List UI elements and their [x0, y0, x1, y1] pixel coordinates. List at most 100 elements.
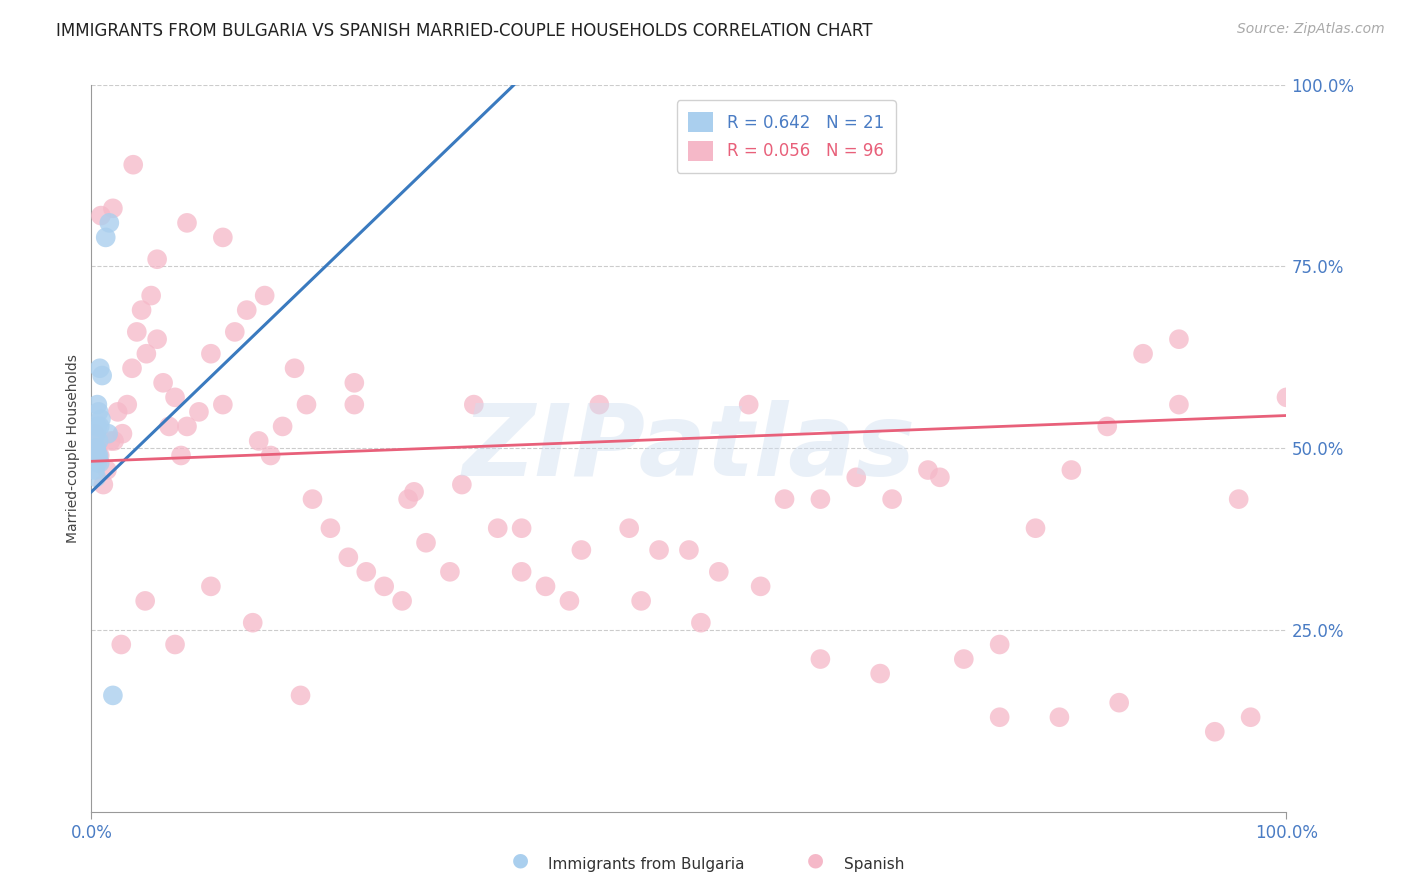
Point	[404, 484, 426, 499]
Text: Source: ZipAtlas.com: Source: ZipAtlas.com	[1237, 22, 1385, 37]
Point	[89, 419, 111, 434]
Point	[84, 426, 107, 441]
Point	[343, 398, 366, 412]
Point	[391, 594, 413, 608]
Point	[463, 398, 485, 412]
Point	[917, 463, 939, 477]
Point	[1167, 398, 1189, 412]
Point	[87, 434, 110, 448]
Point	[810, 652, 832, 666]
Point	[211, 398, 233, 412]
Point	[1060, 463, 1083, 477]
Point	[87, 449, 110, 463]
Point	[122, 158, 145, 172]
Point	[558, 594, 581, 608]
Point	[271, 419, 294, 434]
Point	[90, 209, 112, 223]
Point	[103, 434, 125, 448]
Point	[87, 405, 110, 419]
Point	[101, 202, 124, 216]
Point	[1240, 710, 1263, 724]
Point	[115, 398, 138, 412]
Point	[187, 405, 211, 419]
Point	[146, 252, 169, 267]
Point	[94, 230, 117, 244]
Point	[98, 216, 121, 230]
Point	[534, 579, 557, 593]
Point	[90, 412, 112, 426]
Point	[510, 521, 533, 535]
Point	[1227, 492, 1250, 507]
Point	[84, 442, 107, 455]
Point	[319, 521, 342, 535]
Point	[510, 565, 533, 579]
Point	[247, 434, 270, 448]
Point	[141, 288, 162, 302]
Point	[988, 710, 1011, 724]
Text: ●: ●	[512, 851, 529, 870]
Point	[928, 470, 950, 484]
Point	[242, 615, 264, 630]
Point	[163, 638, 186, 652]
Point	[678, 543, 700, 558]
Point	[93, 477, 114, 491]
Point	[134, 594, 156, 608]
Point	[170, 449, 193, 463]
Point	[707, 565, 730, 579]
Point	[176, 216, 198, 230]
Point	[295, 398, 318, 412]
Point	[96, 463, 118, 477]
Point	[486, 521, 509, 535]
Point	[146, 332, 169, 346]
Point	[988, 638, 1011, 652]
Point	[648, 543, 671, 558]
Point	[200, 347, 222, 361]
Point	[157, 419, 180, 434]
Point	[84, 426, 107, 441]
Point	[131, 303, 153, 318]
Point	[200, 579, 222, 593]
Point	[689, 615, 711, 630]
Point	[343, 376, 366, 390]
Point	[97, 426, 120, 441]
Point	[84, 470, 107, 484]
Point	[337, 550, 360, 565]
Point	[869, 666, 891, 681]
Point	[107, 405, 129, 419]
Point	[415, 535, 437, 549]
Point	[1097, 419, 1119, 434]
Point	[1167, 332, 1189, 346]
Text: ZIPatlas: ZIPatlas	[463, 400, 915, 497]
Point	[290, 689, 312, 703]
Point	[110, 638, 132, 652]
Point	[773, 492, 796, 507]
Point	[1108, 696, 1130, 710]
Point	[101, 689, 124, 703]
Point	[211, 230, 233, 244]
Point	[737, 398, 759, 412]
Text: Spanish: Spanish	[844, 857, 904, 872]
Point	[176, 419, 198, 434]
Point	[810, 492, 832, 507]
Point	[588, 398, 610, 412]
Point	[86, 456, 108, 470]
Point	[121, 361, 143, 376]
Point	[86, 442, 108, 455]
Point	[1204, 724, 1226, 739]
Point	[152, 376, 174, 390]
Point	[1024, 521, 1046, 535]
Legend: R = 0.642   N = 21, R = 0.056   N = 96: R = 0.642 N = 21, R = 0.056 N = 96	[676, 100, 896, 173]
Point	[125, 325, 148, 339]
Y-axis label: Married-couple Households: Married-couple Households	[66, 354, 80, 542]
Point	[259, 449, 281, 463]
Point	[91, 368, 114, 383]
Point	[953, 652, 976, 666]
Point	[571, 543, 593, 558]
Point	[163, 390, 186, 404]
Text: IMMIGRANTS FROM BULGARIA VS SPANISH MARRIED-COUPLE HOUSEHOLDS CORRELATION CHART: IMMIGRANTS FROM BULGARIA VS SPANISH MARR…	[56, 22, 873, 40]
Point	[84, 463, 107, 477]
Point	[749, 579, 772, 593]
Point	[396, 492, 419, 507]
Point	[135, 347, 157, 361]
Point	[284, 361, 307, 376]
